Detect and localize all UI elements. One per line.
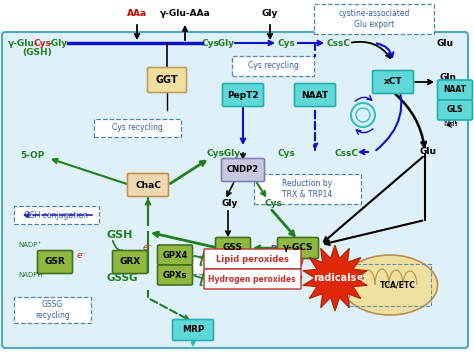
Text: Cys recycling: Cys recycling (112, 124, 163, 132)
FancyBboxPatch shape (128, 173, 168, 196)
Text: NH₃: NH₃ (443, 119, 457, 127)
FancyBboxPatch shape (192, 256, 294, 274)
Text: cystine-associated
Glu export: cystine-associated Glu export (338, 9, 410, 29)
Text: -Gly: -Gly (215, 39, 235, 47)
Text: GPX4: GPX4 (162, 251, 188, 259)
Text: Gly: Gly (222, 199, 238, 207)
Text: GSS: GSS (223, 244, 243, 252)
Text: Cys: Cys (278, 148, 296, 158)
Text: GLS: GLS (447, 105, 463, 114)
FancyBboxPatch shape (254, 174, 361, 204)
FancyBboxPatch shape (221, 159, 264, 182)
Text: Gly: Gly (262, 8, 278, 17)
FancyBboxPatch shape (232, 56, 314, 76)
FancyBboxPatch shape (157, 265, 192, 285)
FancyBboxPatch shape (147, 68, 186, 92)
Text: GSH synthesis: GSH synthesis (216, 261, 271, 269)
FancyBboxPatch shape (112, 251, 147, 274)
Text: Cys: Cys (265, 199, 283, 207)
Text: GSSG
recycling: GSSG recycling (35, 300, 70, 320)
Text: GGT: GGT (155, 75, 178, 85)
FancyBboxPatch shape (222, 84, 264, 107)
Text: NADP⁺: NADP⁺ (18, 242, 41, 248)
Text: Cys: Cys (202, 39, 220, 47)
Text: GPXs: GPXs (163, 270, 187, 280)
Text: PepT2: PepT2 (227, 91, 259, 99)
Text: Glu: Glu (437, 39, 454, 47)
Text: xCT: xCT (383, 78, 402, 86)
FancyBboxPatch shape (216, 238, 250, 258)
FancyBboxPatch shape (14, 297, 91, 323)
Text: AAa: AAa (127, 8, 147, 17)
Text: -Gly: -Gly (221, 148, 241, 158)
Text: Glu: Glu (420, 148, 437, 156)
FancyBboxPatch shape (438, 100, 473, 120)
Text: CssC: CssC (327, 39, 351, 47)
Text: Cys: Cys (278, 39, 296, 47)
Text: Cys recycling: Cys recycling (247, 62, 299, 70)
FancyBboxPatch shape (373, 70, 413, 93)
Text: ChaC: ChaC (135, 181, 161, 189)
Text: PUFA: PUFA (270, 246, 294, 255)
Text: -Gly: -Gly (48, 39, 68, 47)
FancyBboxPatch shape (438, 80, 473, 100)
Text: CssC: CssC (335, 148, 359, 158)
Ellipse shape (343, 255, 438, 315)
Text: Reduction by
TRX & TRP14: Reduction by TRX & TRP14 (283, 179, 333, 199)
Text: Gln: Gln (440, 74, 457, 82)
Text: CNDP2: CNDP2 (227, 166, 259, 175)
FancyBboxPatch shape (204, 249, 301, 269)
Text: Hydrogen peroxides: Hydrogen peroxides (208, 274, 296, 284)
FancyBboxPatch shape (37, 251, 73, 274)
FancyBboxPatch shape (94, 119, 181, 137)
FancyBboxPatch shape (294, 84, 336, 107)
Text: NAAT: NAAT (301, 91, 328, 99)
FancyBboxPatch shape (14, 206, 99, 224)
Text: radicals: radicals (313, 273, 357, 283)
Text: Fe²⁺: Fe²⁺ (287, 257, 303, 267)
Text: e⁻: e⁻ (143, 244, 153, 252)
Text: GSSG: GSSG (107, 273, 138, 283)
Text: γ-Glu-AAa: γ-Glu-AAa (160, 8, 210, 17)
Text: 5-OP: 5-OP (20, 150, 45, 160)
Text: Cys: Cys (207, 148, 225, 158)
PathPatch shape (303, 245, 367, 311)
Text: GRX: GRX (119, 257, 141, 267)
Text: GSR: GSR (45, 257, 65, 267)
Text: GSH: GSH (107, 230, 133, 240)
Text: NADPH: NADPH (18, 272, 43, 278)
FancyBboxPatch shape (157, 245, 192, 265)
Text: γ-GCS: γ-GCS (283, 244, 313, 252)
Text: NAAT: NAAT (444, 86, 466, 95)
Text: Lipid peroxides: Lipid peroxides (216, 255, 289, 263)
FancyBboxPatch shape (277, 238, 319, 258)
Text: TCA/ETC: TCA/ETC (380, 280, 416, 290)
FancyBboxPatch shape (173, 320, 213, 341)
FancyBboxPatch shape (2, 32, 468, 348)
FancyBboxPatch shape (204, 269, 301, 289)
Text: (GSH): (GSH) (22, 48, 52, 57)
Text: MRP: MRP (182, 325, 204, 335)
Text: γ-Glu-: γ-Glu- (8, 39, 38, 47)
FancyBboxPatch shape (314, 4, 434, 34)
Text: e⁻: e⁻ (77, 251, 87, 259)
Text: Cys: Cys (34, 39, 52, 47)
Text: e⁻: e⁻ (357, 274, 367, 282)
Text: GSH conjugation: GSH conjugation (25, 211, 89, 219)
